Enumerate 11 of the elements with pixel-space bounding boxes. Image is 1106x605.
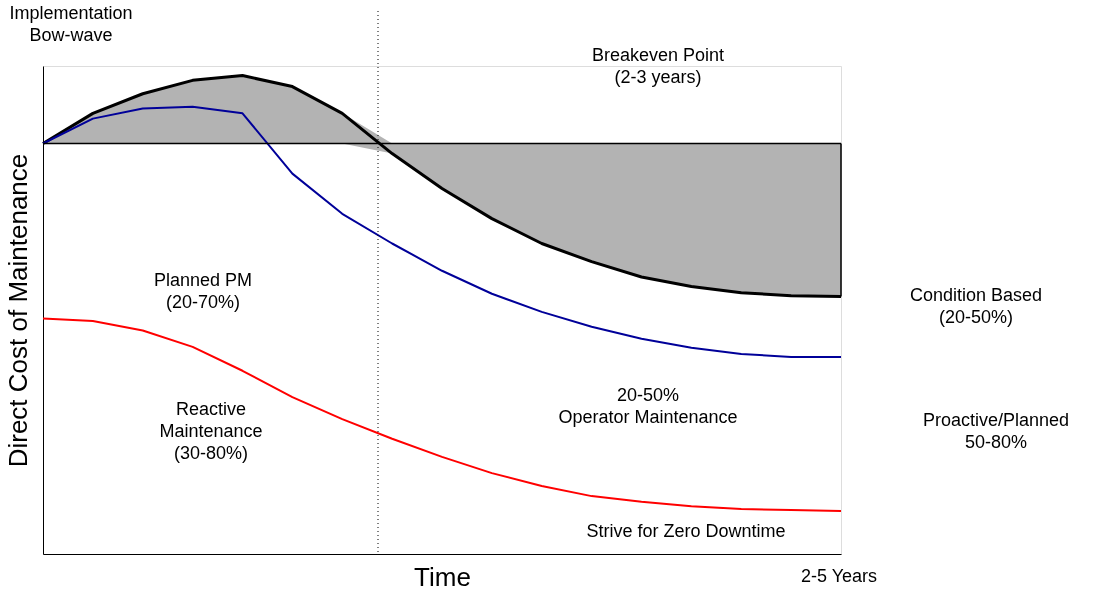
annotation: 20-50% Operator Maintenance <box>558 385 738 427</box>
text: Condition Based (20-50%) <box>909 285 1043 327</box>
x-axis-title: Time <box>414 561 471 592</box>
y-axis-title: Direct Cost of Maintenance <box>2 153 33 468</box>
annotation: Strive for Zero Downtime <box>586 521 786 541</box>
annotation: Breakeven Point (2-3 years) <box>591 45 725 87</box>
annotation: Reactive Maintenance (30-80%) <box>159 399 263 463</box>
annotation: Planned PM (20-70%) <box>153 270 253 312</box>
text: Proactive/Planned 50-80% <box>922 410 1070 452</box>
text: Implementation Bow-wave <box>9 3 133 45</box>
text: 2-5 Years <box>800 566 878 586</box>
